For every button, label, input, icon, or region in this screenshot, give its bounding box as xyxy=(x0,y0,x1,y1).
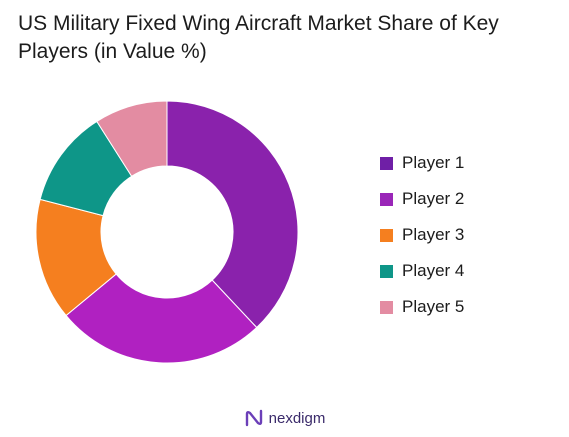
donut-slice-2 xyxy=(65,273,258,364)
legend-label: Player 4 xyxy=(402,261,465,280)
legend-item-player-4: Player 4 xyxy=(380,253,464,289)
legend-swatch xyxy=(380,300,393,314)
legend-label: Player 2 xyxy=(402,189,465,208)
legend-label: Player 1 xyxy=(402,153,465,172)
legend-swatch xyxy=(380,156,393,170)
legend-swatch xyxy=(380,228,393,242)
footer-brand: nexdigm xyxy=(0,408,569,428)
legend-label: Player 5 xyxy=(402,297,465,316)
legend-item-player-2: Player 2 xyxy=(380,181,464,217)
legend-item-player-3: Player 3 xyxy=(380,217,464,253)
legend-swatch xyxy=(380,192,393,206)
brand-name: nexdigm xyxy=(268,409,326,427)
legend-item-player-1: Player 1 xyxy=(380,145,464,181)
chart-title: US Military Fixed Wing Aircraft Market S… xyxy=(18,12,499,63)
donut-slice-5 xyxy=(96,100,168,177)
legend-swatch xyxy=(380,264,393,278)
donut-slice-1 xyxy=(166,100,299,329)
legend: Player 1 Player 2 Player 3 Player 4 Play… xyxy=(380,145,464,325)
donut-chart xyxy=(35,100,299,364)
legend-item-player-5: Player 5 xyxy=(380,289,464,325)
nexdigm-logo-icon xyxy=(245,409,262,427)
legend-label: Player 3 xyxy=(402,225,465,244)
